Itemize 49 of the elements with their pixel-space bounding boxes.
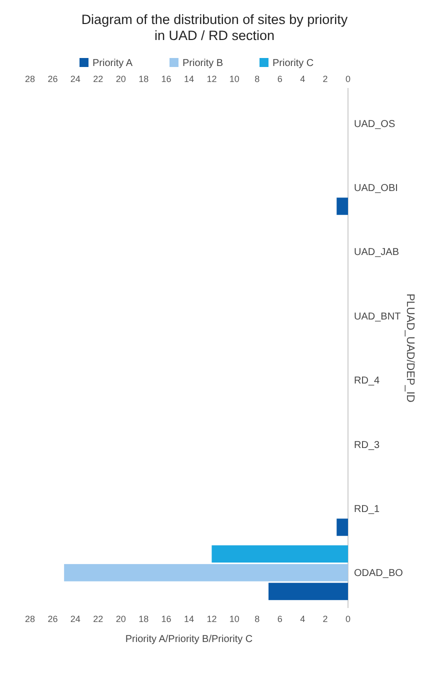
x2-tick-label: 14 xyxy=(184,614,194,624)
x-tick-label: 6 xyxy=(277,74,282,84)
y-tick-label: RD_1 xyxy=(354,504,380,515)
chart-title: Diagram of the distribution of sites by priority in UAD / RD section xyxy=(81,12,348,43)
bar xyxy=(212,545,348,563)
x2-tick-label: 26 xyxy=(48,614,58,624)
y-tick-label: UAD_JAB xyxy=(354,247,400,258)
bar xyxy=(336,198,348,215)
x2-tick-label: 4 xyxy=(300,614,306,624)
y-tick-label: RD_4 xyxy=(354,376,380,387)
x2-tick-label: 22 xyxy=(93,614,104,624)
x-tick-label: 20 xyxy=(116,74,126,84)
x-tick-label: 18 xyxy=(138,74,149,84)
x2-tick-label: 20 xyxy=(116,614,126,624)
y-tick-label: RD_3 xyxy=(354,440,380,451)
y-tick-label: ODAD_BO xyxy=(354,568,404,580)
y-tick-label: UAD_OBI xyxy=(354,183,398,194)
x2-tick-label: 10 xyxy=(229,614,240,624)
y-tick-label: UAD_OS xyxy=(354,118,396,130)
x-tick-label: 28 xyxy=(24,74,36,84)
x-axis-title: Priority A/Priority B/Priority C xyxy=(125,634,253,645)
x-tick-label: 14 xyxy=(184,74,194,84)
x-tick-label: 0 xyxy=(345,74,351,84)
x-tick-label: 4 xyxy=(300,74,306,84)
x-tick-label: 16 xyxy=(161,74,172,84)
x2-tick-label: 18 xyxy=(138,614,149,624)
x2-tick-label: 24 xyxy=(70,614,80,624)
legend-label: Priority C xyxy=(272,58,314,69)
x2-tick-label: 12 xyxy=(206,614,217,624)
bar xyxy=(268,582,348,600)
x2-tick-label: 6 xyxy=(277,614,282,624)
x-tick-label: 26 xyxy=(48,74,58,84)
x2-tick-label: 0 xyxy=(345,614,351,624)
legend-label: Priority A xyxy=(92,58,133,69)
bar xyxy=(336,518,348,536)
y-tick-label: UAD_BNT xyxy=(354,311,401,322)
x2-tick-label: 16 xyxy=(161,614,172,624)
x2-tick-label: 2 xyxy=(322,614,328,624)
x2-tick-label: 28 xyxy=(24,614,36,624)
x-tick-label: 2 xyxy=(322,74,328,84)
x-tick-label: 24 xyxy=(70,74,80,84)
y-axis-title: PLUAD_UAD/DEP_ID xyxy=(404,294,416,402)
x-tick-label: 12 xyxy=(206,74,217,84)
x2-tick-label: 8 xyxy=(254,614,260,624)
bar xyxy=(64,564,348,582)
legend-label: Priority B xyxy=(182,58,224,69)
x-tick-label: 22 xyxy=(93,74,104,84)
x-tick-label: 10 xyxy=(229,74,240,84)
x-tick-label: 8 xyxy=(254,74,260,84)
